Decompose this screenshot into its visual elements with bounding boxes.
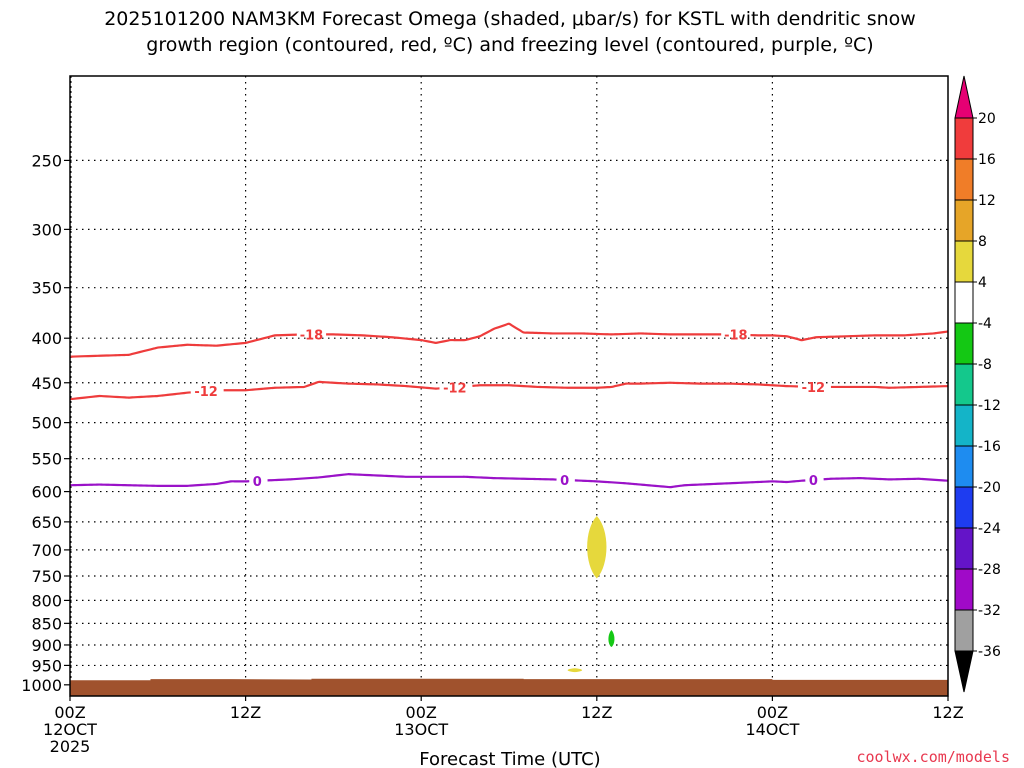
y-tick-label-300: 300: [31, 220, 62, 239]
colorbar-bin-1: [954, 158, 974, 201]
pressure-axis: 250 300 350 400 450 500 550 600 650 700 750 800 850 9…: [21, 151, 70, 695]
y-tick-label-1000: 1000: [21, 676, 62, 695]
terrain-layer: [70, 678, 948, 696]
colorbar-label-0: 20: [978, 111, 996, 127]
colorbar-label-7: -12: [978, 398, 1001, 414]
dgz-top-minus-18-label-1: -18: [724, 329, 748, 344]
colorbar-label-9: -20: [978, 480, 1001, 496]
freezing-level-0-line-1: [267, 473, 557, 482]
dgz-bottom-minus-12-label-0: -12: [194, 385, 218, 400]
omega-green-blob-880mb: [608, 629, 615, 648]
freezing-level-0-line-2: [574, 479, 806, 489]
colorbar-bin-3: [954, 240, 974, 283]
omega-colorbar: 20 16 12 8 4 -4 -8 -12 -16 -20 -24 -28 -32 -36: [954, 75, 1001, 693]
y-tick-label-900: 900: [31, 636, 62, 655]
y-tick-label-500: 500: [31, 414, 62, 433]
y-tick-label-450: 450: [31, 374, 62, 393]
y-tick-label-650: 650: [31, 513, 62, 532]
x-tick-label-24-0: 00Z: [406, 703, 437, 722]
colorbar-label-1: 16: [978, 152, 996, 168]
colorbar-label-5: -4: [978, 316, 992, 332]
dgz-bottom-minus-12-line-0: [69, 391, 191, 401]
colorbar-label-4: 4: [978, 275, 987, 291]
freezing-level-0-label-2: 0: [809, 474, 818, 489]
colorbar-bin-10: [954, 527, 974, 570]
dgz-bottom-minus-12-line-1: [223, 380, 440, 392]
colorbar-bottom-arrow: [954, 650, 974, 693]
freezing-level-0-line-0: [69, 480, 250, 487]
y-tick-label-750: 750: [31, 567, 62, 586]
freezing-level-0: 0 0 0: [69, 473, 949, 490]
colorbar-bin-6: [954, 363, 974, 406]
colorbar-bin-8: [954, 445, 974, 488]
y-tick-label-950: 950: [31, 656, 62, 675]
colorbar-bin-7: [954, 404, 974, 447]
colorbar-bin-4: [954, 281, 974, 324]
colorbar-label-13: -36: [978, 644, 1001, 660]
y-tick-label-800: 800: [31, 591, 62, 610]
y-tick-label-600: 600: [31, 483, 62, 502]
freezing-level-0-line-3: [823, 477, 949, 482]
x-axis-title: Forecast Time (UTC): [419, 749, 600, 768]
x-tick-label-36-0: 12Z: [581, 703, 612, 722]
dgz-top-minus-18: -18 -18: [69, 322, 949, 358]
freezing-level-0-label-0: 0: [253, 475, 262, 490]
y-tick-label-850: 850: [31, 614, 62, 633]
surface-terrain: [70, 678, 948, 696]
colorbar-bin-2: [954, 199, 974, 242]
x-tick-label-12-0: 12Z: [230, 703, 261, 722]
colorbar-label-2: 12: [978, 193, 996, 209]
x-tick-label-24-1: 13OCT: [394, 720, 448, 739]
chart-title: 2025101200 NAM3KM Forecast Omega (shaded…: [104, 8, 916, 56]
dgz-bottom-minus-12: -12 -12 -12: [69, 380, 949, 401]
colorbar-label-12: -32: [978, 603, 1001, 619]
colorbar-bin-11: [954, 568, 974, 611]
y-tick-label-400: 400: [31, 329, 62, 348]
freezing-level-0-label-1: 0: [560, 474, 569, 489]
title-line-2: growth region (contoured, red, ºC) and f…: [146, 34, 873, 56]
x-tick-label-48-1: 14OCT: [745, 720, 799, 739]
colorbar-top-arrow: [954, 75, 974, 119]
dgz-bottom-minus-12-line-3: [830, 385, 949, 389]
y-tick-label-700: 700: [31, 541, 62, 560]
dgz-top-minus-18-line-2: [750, 330, 949, 342]
credit-text: coolwx.com/models: [856, 748, 1010, 766]
colorbar-bin-9: [954, 486, 974, 529]
colorbar-bin-5: [954, 322, 974, 365]
omega-yellow-blob-960mb: [567, 668, 583, 673]
plot-frame: [69, 75, 949, 697]
dgz-bottom-minus-12-label-2: -12: [802, 381, 826, 396]
colorbar-bin-12: [954, 609, 974, 652]
y-tick-label-350: 350: [31, 279, 62, 298]
colorbar-label-10: -24: [978, 521, 1001, 537]
colorbar-label-3: 8: [978, 234, 987, 250]
colorbar-label-8: -16: [978, 439, 1001, 455]
x-tick-label-48-0: 00Z: [757, 703, 788, 722]
colorbar-bin-0: [954, 117, 974, 160]
contour-layer: -18 -18 -12 -12 -12 0 0 0: [69, 322, 949, 490]
dgz-top-minus-18-line-1: [326, 322, 722, 345]
omega-shading: [567, 515, 615, 673]
x-tick-label-0-2: 2025: [50, 737, 91, 756]
dgz-top-minus-18-line-0: [69, 333, 297, 358]
omega-yellow-blob-700mb: [587, 515, 607, 579]
dgz-bottom-minus-12-line-2: [472, 381, 799, 389]
colorbar-label-11: -28: [978, 562, 1001, 578]
x-tick-label-60-0: 12Z: [932, 703, 963, 722]
x-tick-label-0-1: 12OCT: [43, 720, 97, 739]
dgz-bottom-minus-12-label-1: -12: [443, 381, 467, 396]
y-tick-label-250: 250: [31, 151, 62, 170]
dgz-top-minus-18-label-0: -18: [300, 328, 324, 343]
colorbar-label-6: -8: [978, 357, 992, 373]
title-line-1: 2025101200 NAM3KM Forecast Omega (shaded…: [104, 8, 916, 30]
x-tick-label-0-0: 00Z: [54, 703, 85, 722]
y-tick-label-550: 550: [31, 450, 62, 469]
